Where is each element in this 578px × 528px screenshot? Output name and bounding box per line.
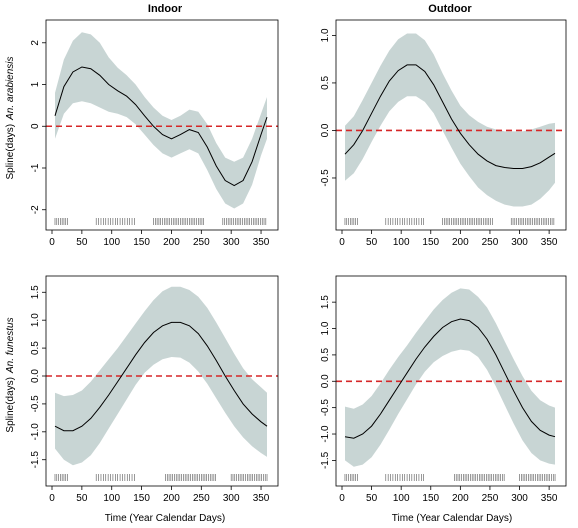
y-tick-label: -1.0 xyxy=(30,423,41,441)
y-tick-label: -2 xyxy=(30,205,41,214)
panel-indoor-funestus: 0 50 100 150 200 250 300 350 -1.5 -1.0 -0.5 0.0 0.5 1… xyxy=(30,275,279,504)
x-tick-label: 200 xyxy=(452,237,469,248)
y-tick-label: 1 xyxy=(30,81,41,87)
panel-frame xyxy=(45,19,279,231)
column-title-outdoor: Outdoor xyxy=(428,3,472,15)
x-tick-label: 250 xyxy=(482,237,499,248)
x-tick-label: 50 xyxy=(76,493,88,504)
x-tick-label: 150 xyxy=(133,493,150,504)
x-tick-label: 0 xyxy=(49,237,55,248)
x-tick-label: 250 xyxy=(193,493,210,504)
x-tick-label: 250 xyxy=(482,493,499,504)
panel-frame xyxy=(45,275,279,487)
y-tick-label: 1.5 xyxy=(30,285,41,299)
x-tick-label: 350 xyxy=(541,493,558,504)
y-tick-label: 1.0 xyxy=(30,313,41,327)
x-tick-label: 350 xyxy=(541,237,558,248)
x-tick-label: 150 xyxy=(422,493,439,504)
spline-fit-line xyxy=(54,66,268,187)
x-tick-label: 200 xyxy=(163,237,180,248)
y-axis-label-bottom: Spline(days) An. funestus xyxy=(5,317,16,432)
y-tick-label: -1 xyxy=(30,163,41,172)
y-tick-label: 0.5 xyxy=(320,348,331,362)
spline-fit-line xyxy=(344,318,556,439)
column-title-indoor: Indoor xyxy=(148,3,183,15)
x-tick-label: 200 xyxy=(452,493,469,504)
y-tick-label: -0.5 xyxy=(320,399,331,417)
y-tick-label: 0.0 xyxy=(320,374,331,388)
spline-fit-line xyxy=(54,321,268,432)
y-tick-label: 0.5 xyxy=(30,341,41,355)
x-tick-label: 0 xyxy=(339,493,345,504)
x-tick-label: 200 xyxy=(163,493,180,504)
spline-fit-line xyxy=(344,64,556,169)
y-axis-prefix-bottom: Spline(days) xyxy=(5,377,16,433)
y-tick-label: 0.5 xyxy=(320,76,331,90)
y-tick-label: 1.5 xyxy=(320,295,331,309)
x-tick-label: 0 xyxy=(339,237,345,248)
y-tick-label: 0.0 xyxy=(30,369,41,383)
x-tick-label: 50 xyxy=(366,237,378,248)
y-tick-label: 2 xyxy=(30,40,41,46)
x-tick-label: 250 xyxy=(193,237,210,248)
x-axis-label-right: Time (Year Calendar Days) xyxy=(392,513,512,524)
confidence-band xyxy=(345,288,555,467)
x-tick-label: 100 xyxy=(103,493,120,504)
x-tick-label: 100 xyxy=(103,237,120,248)
y-axis-label-top: Spline(days) An. arabiensis xyxy=(5,57,16,180)
panel-outdoor-funestus: 0 50 100 150 200 250 300 350 -1.5 -1.0 -0.5 0.0 0.5 1… xyxy=(320,275,567,504)
x-tick-label: 300 xyxy=(223,237,240,248)
y-axis-species-top: An. arabiensis xyxy=(5,57,16,121)
y-tick-label: -1.5 xyxy=(320,451,331,469)
x-tick-label: 100 xyxy=(393,237,410,248)
panel-outdoor-arabiensis: 0 50 100 150 200 250 300 350 -0.5 0.0 0.5 1.0 xyxy=(320,19,567,248)
x-tick-label: 300 xyxy=(511,237,528,248)
y-tick-label: -0.5 xyxy=(320,169,331,187)
y-axis-species-bottom: An. funestus xyxy=(5,317,16,374)
x-tick-label: 150 xyxy=(133,237,150,248)
confidence-band xyxy=(55,32,267,209)
x-tick-label: 50 xyxy=(366,493,378,504)
y-tick-label: 1.0 xyxy=(320,28,331,42)
panel-indoor-arabiensis: 0 50 100 150 200 250 300 350 -2 -1 0 1 2 xyxy=(30,19,279,248)
x-tick-label: 350 xyxy=(253,237,270,248)
y-tick-label: -0.5 xyxy=(30,395,41,413)
y-axis-prefix-top: Spline(days) xyxy=(5,124,16,180)
y-tick-label: -1.0 xyxy=(320,425,331,443)
x-tick-label: 100 xyxy=(393,493,410,504)
x-tick-label: 0 xyxy=(49,493,55,504)
y-tick-label: 0 xyxy=(30,123,41,129)
x-tick-label: 150 xyxy=(422,237,439,248)
x-tick-label: 350 xyxy=(253,493,270,504)
x-tick-label: 300 xyxy=(223,493,240,504)
x-tick-label: 50 xyxy=(76,237,88,248)
panel-frame xyxy=(335,19,567,231)
y-tick-label: 0.0 xyxy=(320,123,331,137)
y-tick-label: -1.5 xyxy=(30,451,41,469)
x-axis-label-left: Time (Year Calendar Days) xyxy=(105,513,225,524)
confidence-band xyxy=(55,286,267,466)
confidence-band xyxy=(345,33,555,207)
x-tick-label: 300 xyxy=(511,493,528,504)
y-tick-label: 1.0 xyxy=(320,321,331,335)
